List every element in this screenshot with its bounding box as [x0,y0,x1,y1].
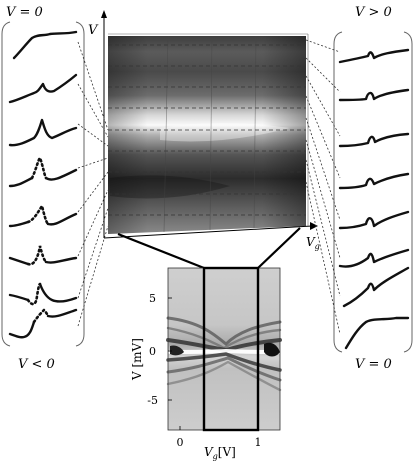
main-vg-axis-label-sub: g [315,242,320,251]
inset-x-axis-label: Vg[V] [204,445,236,461]
left-panel-bracket-left [1,21,11,347]
main-grid-vline [253,35,257,229]
right-trace-8 [344,316,410,350]
right-trace-1 [338,48,410,64]
right-trace-7 [342,266,410,308]
inset-x-axis-label-sub: g [213,452,218,461]
inset-x-axis-label-main: V [204,445,214,459]
guide-line [305,139,341,259]
guide-line [77,207,109,299]
left-guide-lines [77,41,109,327]
inset-y-tick-label: 0 [149,345,156,358]
guide-line [77,225,109,327]
left-traces [8,30,78,339]
inset-x-axis-unit: [V] [218,445,236,459]
left-trace-4-dots [30,155,48,180]
main-v-axis-arrow [101,10,107,18]
guide-line [305,181,341,335]
left-trace-8-solid [8,308,78,339]
left-trace-7-dots [26,282,42,306]
right-trace-2 [338,88,410,102]
inset-y-axis-label: V [mV] [130,338,144,381]
main-v-axis-label: V [88,23,99,38]
main-surface-dark-band [110,175,230,199]
inset-y-tick-label: -5 [147,394,158,407]
inset-selection-box [202,266,260,432]
inset-dark-spot [170,345,184,356]
guide-line [305,39,341,53]
right-trace-6 [338,248,410,268]
right-bottom-label: V = 0 [355,357,392,372]
main-vg-axis [103,225,313,239]
right-trace-4 [338,172,410,190]
left-trace-2 [8,73,78,104]
inset-bands [166,316,282,392]
guide-line [77,171,109,213]
inset-band [166,360,282,392]
inset-band [166,316,282,347]
main-vg-axis-arrow [310,222,318,230]
left-trace-8-dots [32,308,50,324]
guide-line [305,75,341,137]
main-surface-plot [101,10,318,239]
left-trace-5-dots [26,202,50,226]
guide-line [305,159,341,297]
inset-band [166,356,282,382]
zoom-connector-left [117,232,205,270]
guide-line [305,57,341,93]
main-vg-axis-label: Vg [306,235,320,251]
left-bottom-label: V < 0 [18,357,55,372]
left-top-label: V = 0 [6,5,43,20]
left-trace-7-solid [8,282,78,303]
right-trace-3 [338,132,410,148]
zoom-connector-right [257,227,301,269]
right-traces [338,48,410,350]
left-trace-3 [8,118,78,147]
left-trace-6-solid [8,256,78,266]
inset-band [166,352,282,372]
left-trace-6-dots [26,245,48,266]
main-grid-vline [163,35,169,233]
right-panel-bracket-left [333,31,343,353]
inset-plot [166,266,282,432]
inset-band-bright [168,348,282,354]
inset-x-tick-label: 1 [255,436,262,449]
main-surface-shade [108,36,306,234]
main-vg-axis-label-main: V [306,235,316,249]
left-trace-1 [12,30,78,60]
main-surface-highlight [160,123,290,142]
right-top-label: V > 0 [355,5,392,20]
left-trace-4-solid [8,168,78,188]
guide-line [305,117,341,221]
left-trace-5-solid [8,212,78,228]
inset-dark-spot [264,342,280,357]
right-panel-bracket-right [403,31,413,353]
guide-line [305,95,341,179]
left-panel-bracket-right [75,21,85,347]
inset-y-tick-label: 5 [149,292,156,305]
main-grid-vline [209,35,213,231]
right-guide-lines [305,39,341,335]
guide-line [77,41,109,131]
guide-line [77,189,109,257]
right-trace-5 [338,210,410,230]
inset-x-tick-label: 0 [177,436,184,449]
guide-line [77,157,109,169]
